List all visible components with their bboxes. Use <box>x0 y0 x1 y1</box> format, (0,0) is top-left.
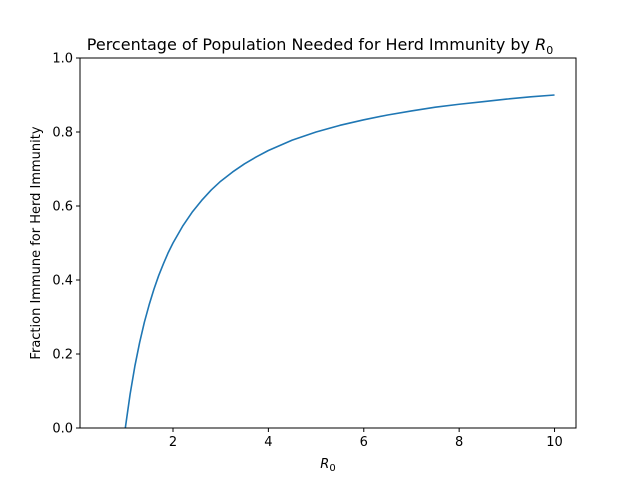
x-tick-label: 6 <box>360 435 368 450</box>
x-tick-label: 2 <box>169 435 177 450</box>
x-tick-label: 10 <box>546 435 563 450</box>
x-axis-label-symbol-sub: 0 <box>329 463 335 474</box>
chart-title: Percentage of Population Needed for Herd… <box>87 35 553 57</box>
x-axis-label-symbol: R <box>320 457 329 472</box>
x-tick-label: 4 <box>264 435 272 450</box>
y-axis-ticks: 0.0 0.2 0.4 0.6 0.8 1.0 <box>52 52 80 437</box>
x-axis-ticks: 2 4 6 8 10 <box>169 428 563 450</box>
series-line <box>124 94 555 428</box>
chart-title-symbol: R <box>535 35 546 54</box>
y-tick-label: 1.0 <box>52 52 73 67</box>
y-tick-label: 0.4 <box>52 274 73 289</box>
y-tick-label: 0.0 <box>52 422 73 437</box>
y-axis-label: Fraction Immune for Herd Immunity <box>29 126 44 359</box>
y-tick-label: 0.8 <box>52 126 73 141</box>
chart-title-symbol-sub: 0 <box>546 44 553 57</box>
series-layer <box>124 94 555 428</box>
x-axis-label: R0 <box>320 457 335 474</box>
y-tick-label: 0.6 <box>52 200 73 215</box>
x-tick-label: 8 <box>455 435 463 450</box>
plot-area <box>79 57 577 429</box>
y-tick-label: 0.2 <box>52 348 73 363</box>
plot-frame <box>79 57 577 429</box>
chart-title-text: Percentage of Population Needed for Herd… <box>87 35 530 54</box>
